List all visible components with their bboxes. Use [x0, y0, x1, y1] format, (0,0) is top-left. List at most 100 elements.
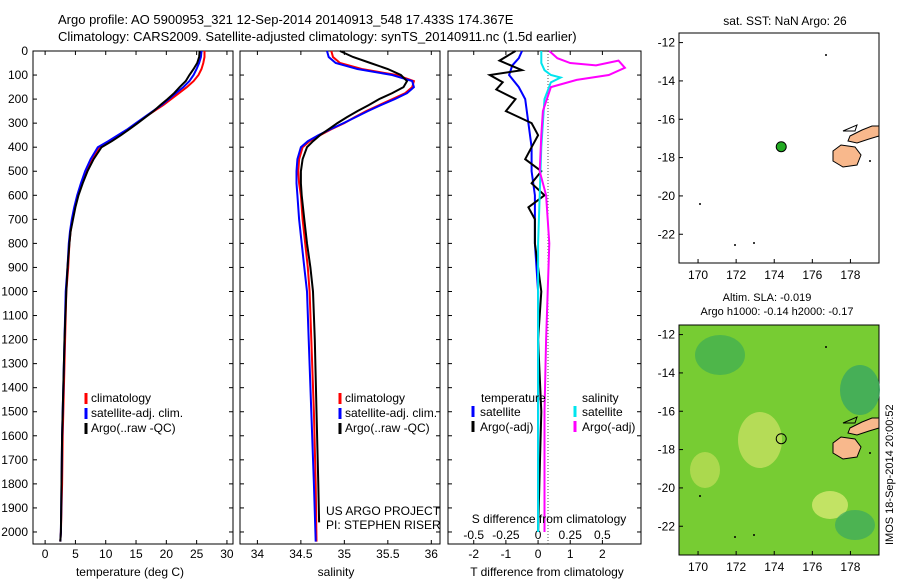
title-line-2: Climatology: CARS2009. Satellite-adjuste…	[58, 29, 577, 44]
temperature-x-ticks: 0 5 10 15 20 25 30	[42, 51, 234, 561]
sla-low-patch	[695, 335, 745, 375]
map-y-tick-label: -12	[658, 328, 676, 342]
s-tick-label: 0.25	[559, 528, 583, 542]
difference-legend: temperature salinity satellite Argo(-adj…	[471, 391, 635, 434]
title-line-1: Argo profile: AO 5900953_321 12-Sep-2014…	[58, 12, 514, 27]
island-viti-levu	[832, 436, 862, 460]
x-tick-label: 30	[220, 547, 234, 561]
sst-map-panel: sat. SST: NaN Argo: 26 170 172 174 176 178 -1…	[658, 14, 880, 282]
series-line	[299, 50, 409, 523]
map-y-tick-label: -14	[658, 74, 676, 88]
x-tick-label: 35.5	[376, 547, 400, 561]
sla-low-patch	[840, 365, 880, 415]
sla-high-patch	[812, 491, 848, 519]
difference-panel: -2 -1 0 1 2 -0.5 -0.25 0 0.25 0.5 S difference fr…	[447, 50, 642, 579]
legend-sargo-label: Argo(-adj)	[582, 420, 635, 434]
sal-legend-clim-label: climatology	[345, 391, 405, 405]
series-line	[507, 50, 540, 532]
series-line	[538, 50, 627, 532]
temperature-panel: 0100200300400500600700800900100011001200…	[1, 44, 641, 579]
temperature-legend: climatology satellite-adj. clim. Argo(..…	[84, 391, 183, 435]
depth-tick-label: 1500	[1, 405, 28, 419]
salinity-x-ticks: 34 34.5 35 35.5 36	[251, 51, 439, 561]
x-tick-label: 36	[425, 547, 439, 561]
depth-tick-label: 1100	[2, 309, 28, 323]
island-vanua-levu	[847, 417, 880, 436]
map-y-tick-label: -22	[658, 519, 676, 533]
x-tick-label: 25	[190, 547, 204, 561]
map-y-tick-label: -20	[658, 189, 676, 203]
map-y-tick-label: -14	[658, 366, 676, 380]
depth-tick-label: 1900	[1, 501, 28, 515]
island-viti-levu	[832, 144, 862, 168]
sal-legend-argo-label: Argo(..raw -QC)	[345, 421, 430, 435]
map-x-tick-label: 174	[764, 560, 784, 574]
salinity-xlabel: salinity	[318, 565, 355, 579]
island-outline	[842, 416, 858, 424]
depth-tick-label: 1700	[1, 453, 28, 467]
islet	[753, 534, 755, 536]
x-tick-label: 20	[160, 547, 174, 561]
depth-tick-label: 1400	[1, 381, 28, 395]
depth-tick-label: 1600	[1, 429, 28, 443]
depth-tick-label: 100	[8, 68, 28, 82]
depth-tick-label: 1200	[1, 333, 28, 347]
depth-tick-label: 200	[8, 92, 28, 106]
depth-tick-label: 300	[8, 116, 28, 130]
s-difference-label: S difference from climatology	[472, 512, 627, 526]
salinity-legend: climatology satellite-adj. clim. Argo(..…	[338, 391, 437, 435]
legend-targo-label: Argo(-adj)	[480, 420, 533, 434]
islet	[825, 54, 827, 56]
legend-tsat-label: satellite	[480, 405, 521, 419]
x-tick-label: 0	[42, 547, 49, 561]
difference-x-ticks: -2 -1 0 1 2 -0.5 -0.25 0 0.25 0.5	[463, 51, 611, 561]
s-tick-label: -0.25	[492, 528, 520, 542]
islet	[699, 203, 701, 205]
legend-ssat-label: satellite	[582, 405, 623, 419]
map-y-tick-label: -16	[658, 112, 676, 126]
sal-legend-sat-label: satellite-adj. clim.	[345, 406, 437, 420]
islet	[753, 242, 755, 244]
map-y-tick-label: -18	[658, 151, 676, 165]
series-line	[59, 50, 201, 542]
legend-argo-label: Argo(..raw -QC)	[91, 421, 176, 435]
temperature-axes	[32, 50, 234, 545]
map-y-tick-label: -20	[658, 481, 676, 495]
credit-project: US ARGO PROJECT	[326, 504, 441, 518]
sla-high-patch	[690, 452, 720, 488]
depth-tick-label: 900	[8, 260, 28, 274]
s-tick-label: 0.5	[594, 528, 611, 542]
x-tick-label: 34	[251, 547, 265, 561]
islet	[869, 452, 871, 454]
sla-title-1: Altim. SLA: -0.019	[723, 292, 812, 304]
t-difference-label: T difference from climatology	[470, 565, 624, 579]
s-tick-label: 0	[535, 528, 542, 542]
islet	[825, 346, 827, 348]
legend-sat-label: satellite-adj. clim.	[91, 406, 183, 420]
map-y-tick-label: -18	[658, 443, 676, 457]
series-line	[486, 50, 547, 533]
map-x-tick-label: 172	[726, 560, 746, 574]
map-y-tick-label: -16	[658, 404, 676, 418]
x-tick-label: 35	[338, 547, 352, 561]
series-line	[59, 50, 203, 542]
argo-float-marker	[775, 433, 787, 445]
map-x-tick-label: 170	[688, 268, 708, 282]
depth-tick-label: 1300	[1, 357, 28, 371]
sla-map-panel: Altim. SLA: -0.019 Argo h1000: -0.14 h20…	[658, 292, 896, 574]
x-tick-label: 15	[129, 547, 143, 561]
sla-title-2: Argo h1000: -0.14 h2000: -0.17	[701, 306, 854, 318]
island-outline	[842, 124, 858, 132]
depth-tick-label: 400	[8, 140, 28, 154]
argo-float-marker	[775, 141, 787, 153]
x-tick-label: 1	[567, 547, 574, 561]
depth-tick-label: 600	[8, 188, 28, 202]
difference-axes	[447, 50, 642, 545]
fiji-land	[699, 54, 880, 246]
s-tick-label: -0.5	[463, 528, 484, 542]
legend-clim-label: climatology	[91, 391, 151, 405]
x-tick-label: 10	[99, 547, 113, 561]
depth-tick-label: 2000	[1, 525, 28, 539]
map-x-tick-label: 178	[840, 268, 860, 282]
salinity-lines	[295, 50, 416, 542]
